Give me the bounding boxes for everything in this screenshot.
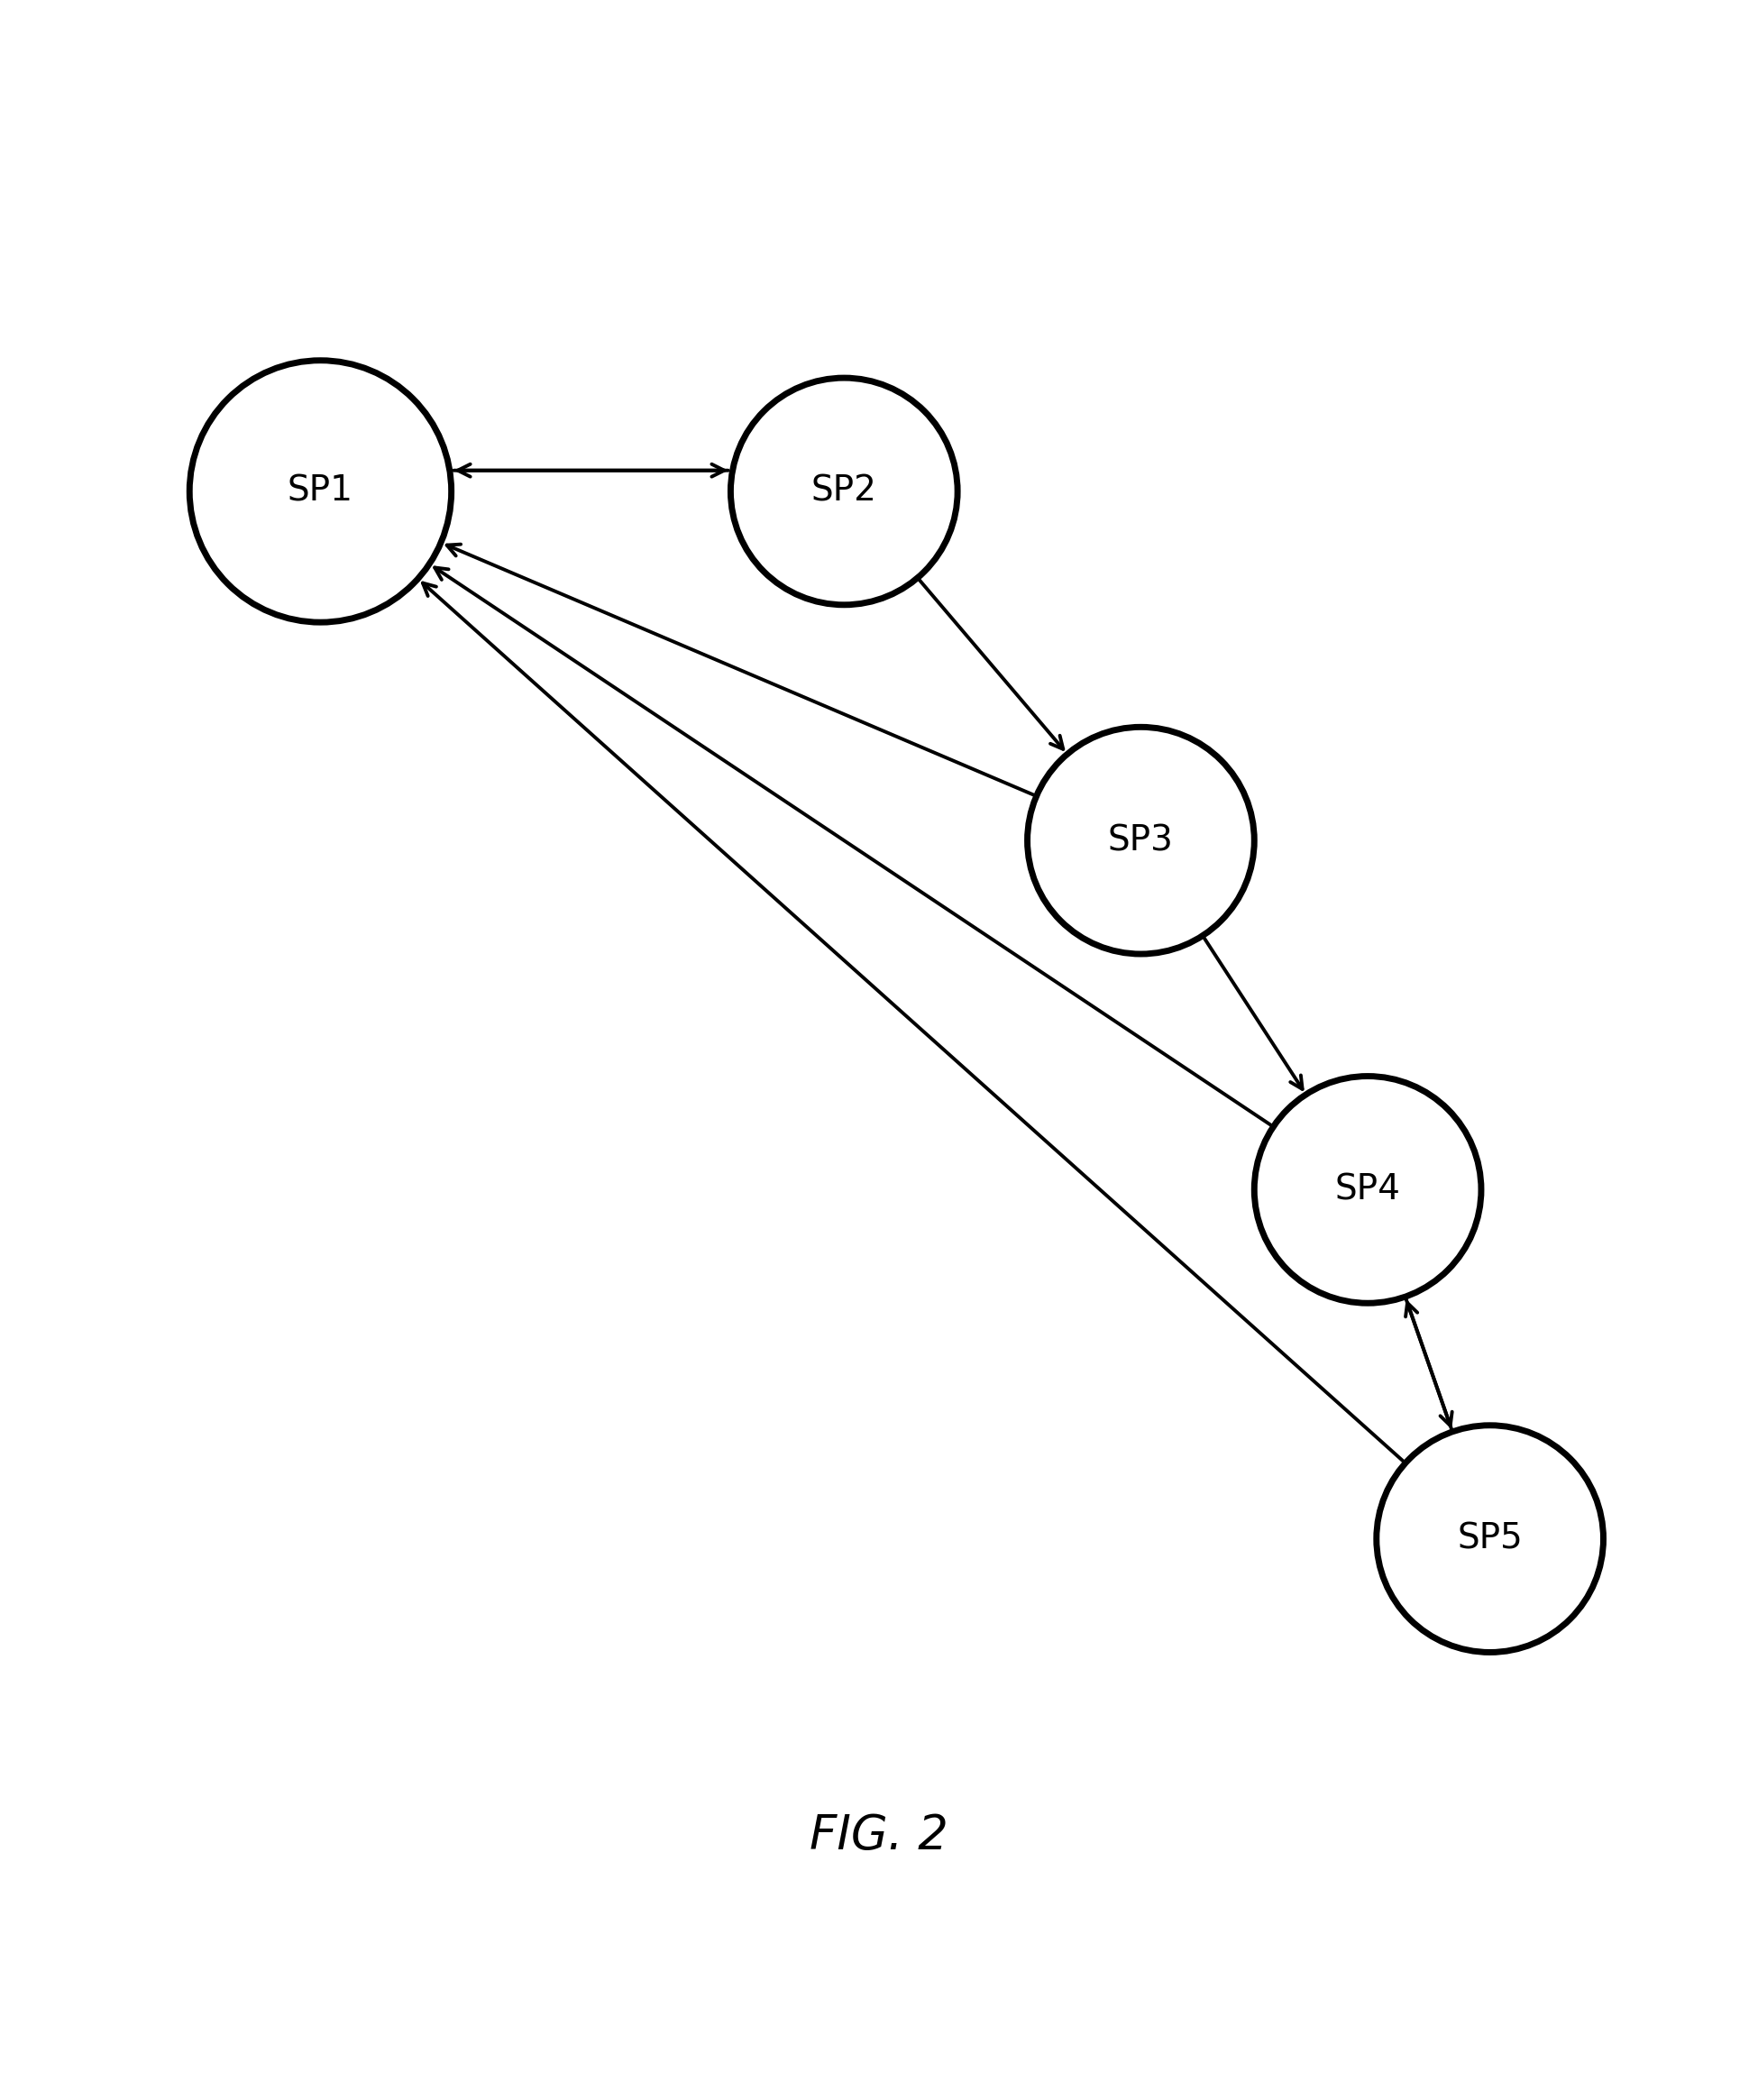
Text: FIG. 2: FIG. 2 bbox=[810, 1812, 948, 1858]
Text: SP5: SP5 bbox=[1457, 1522, 1522, 1556]
Circle shape bbox=[1253, 1075, 1482, 1304]
Circle shape bbox=[1377, 1426, 1603, 1653]
Circle shape bbox=[1027, 727, 1253, 953]
Text: SP3: SP3 bbox=[1108, 823, 1174, 857]
Text: SP2: SP2 bbox=[810, 475, 877, 508]
Text: SP4: SP4 bbox=[1334, 1172, 1401, 1208]
Circle shape bbox=[731, 378, 958, 605]
Circle shape bbox=[190, 361, 452, 622]
Text: SP1: SP1 bbox=[288, 475, 353, 508]
